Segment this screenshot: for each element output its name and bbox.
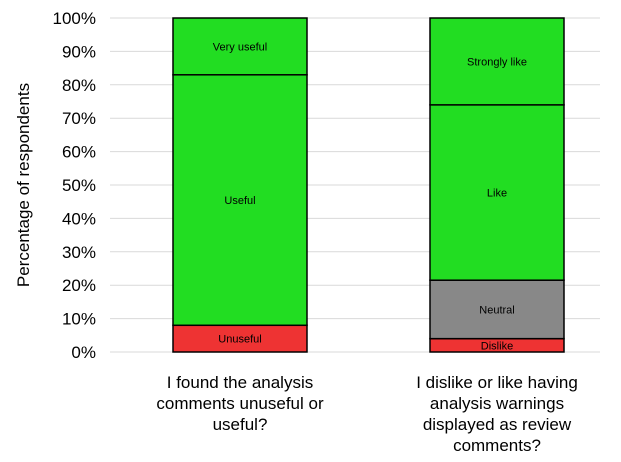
- y-tick-label: 30%: [62, 243, 96, 262]
- bar-segment: [172, 324, 308, 353]
- category-label-line: displayed as review: [423, 415, 572, 434]
- segment-label: Dislike: [481, 340, 513, 352]
- category-label-line: comments?: [453, 436, 541, 455]
- category-label-line: useful?: [213, 415, 268, 434]
- y-tick-label: 40%: [62, 209, 96, 228]
- y-tick-label: 50%: [62, 176, 96, 195]
- category-label-line: I dislike or like having: [416, 373, 578, 392]
- y-tick-label: 0%: [71, 343, 96, 362]
- segment-label: Like: [487, 188, 507, 200]
- bar-segment: [172, 17, 308, 76]
- y-axis-ticks: 0% 10% 20% 30% 40% 50% 60% 70% 80% 90% 100%: [53, 9, 96, 362]
- y-tick-label: 20%: [62, 276, 96, 295]
- segment-label: Neutral: [479, 304, 514, 316]
- y-axis-label: Percentage of respondents: [14, 83, 33, 287]
- segment-label: Unuseful: [218, 334, 261, 346]
- y-tick-label: 70%: [62, 109, 96, 128]
- y-tick-label: 90%: [62, 42, 96, 61]
- y-tick-label: 60%: [62, 143, 96, 162]
- y-tick-label: 80%: [62, 76, 96, 95]
- category-label-line: comments unuseful or: [156, 394, 324, 413]
- bar-segment: [429, 104, 565, 281]
- segment-label: Strongly like: [467, 56, 527, 68]
- bar-segment: [429, 279, 565, 340]
- segment-label: Very useful: [213, 41, 267, 53]
- bar-segment: [429, 17, 565, 106]
- y-tick-label: 100%: [53, 9, 96, 28]
- category-label-line: analysis warnings: [430, 394, 564, 413]
- category-label-line: I found the analysis: [167, 373, 313, 392]
- category-labels: I found the analysis comments unuseful or…: [156, 373, 577, 455]
- bars: Unuseful Useful Very useful Dislike Neutral L…: [172, 17, 565, 353]
- segment-label: Useful: [224, 195, 255, 207]
- bar-segment: [172, 74, 308, 327]
- y-tick-label: 10%: [62, 310, 96, 329]
